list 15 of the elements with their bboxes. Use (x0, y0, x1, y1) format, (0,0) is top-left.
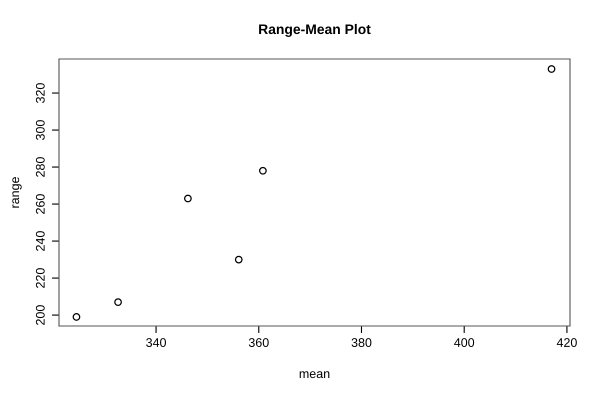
y-tick-label: 280 (36, 157, 45, 177)
x-axis-title: mean (300, 371, 330, 378)
x-tick-label: 420 (556, 338, 577, 347)
y-tick-label: 240 (36, 231, 45, 251)
x-tick-label: 380 (352, 338, 372, 347)
y-tick-label: 300 (36, 120, 45, 140)
x-tick-label: 360 (248, 338, 269, 347)
x-tick-label: 340 (146, 338, 166, 347)
y-tick-label: 220 (36, 268, 45, 288)
y-tick-label: 320 (36, 83, 45, 103)
y-tick-label: 200 (36, 305, 45, 325)
x-tick-label: 400 (454, 338, 474, 347)
y-axis-title: range (12, 177, 22, 208)
chart-title: Range-Mean Plot (259, 24, 371, 37)
y-tick-label: 260 (36, 194, 45, 214)
